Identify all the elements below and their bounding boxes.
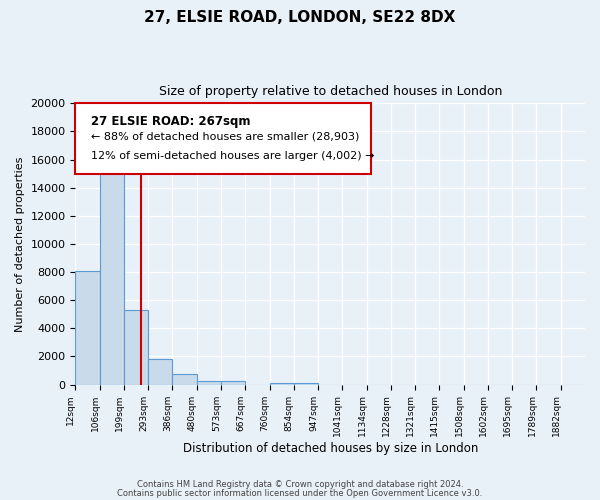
Bar <box>100 152 124 384</box>
X-axis label: Distribution of detached houses by size in London: Distribution of detached houses by size … <box>182 442 478 455</box>
Text: Contains public sector information licensed under the Open Government Licence v3: Contains public sector information licen… <box>118 488 482 498</box>
Bar <box>221 380 245 384</box>
FancyBboxPatch shape <box>76 104 371 174</box>
Text: 27 ELSIE ROAD: 267sqm: 27 ELSIE ROAD: 267sqm <box>91 114 250 128</box>
Text: 12% of semi-detached houses are larger (4,002) →: 12% of semi-detached houses are larger (… <box>91 151 374 161</box>
Y-axis label: Number of detached properties: Number of detached properties <box>15 156 25 332</box>
Bar <box>172 374 197 384</box>
Text: Contains HM Land Registry data © Crown copyright and database right 2024.: Contains HM Land Registry data © Crown c… <box>137 480 463 489</box>
Bar <box>197 381 221 384</box>
Title: Size of property relative to detached houses in London: Size of property relative to detached ho… <box>158 85 502 98</box>
Bar <box>269 383 294 384</box>
Bar <box>124 310 148 384</box>
Text: ← 88% of detached houses are smaller (28,903): ← 88% of detached houses are smaller (28… <box>91 132 359 141</box>
Bar <box>148 360 172 384</box>
Bar <box>76 270 100 384</box>
Text: 27, ELSIE ROAD, LONDON, SE22 8DX: 27, ELSIE ROAD, LONDON, SE22 8DX <box>145 10 455 25</box>
